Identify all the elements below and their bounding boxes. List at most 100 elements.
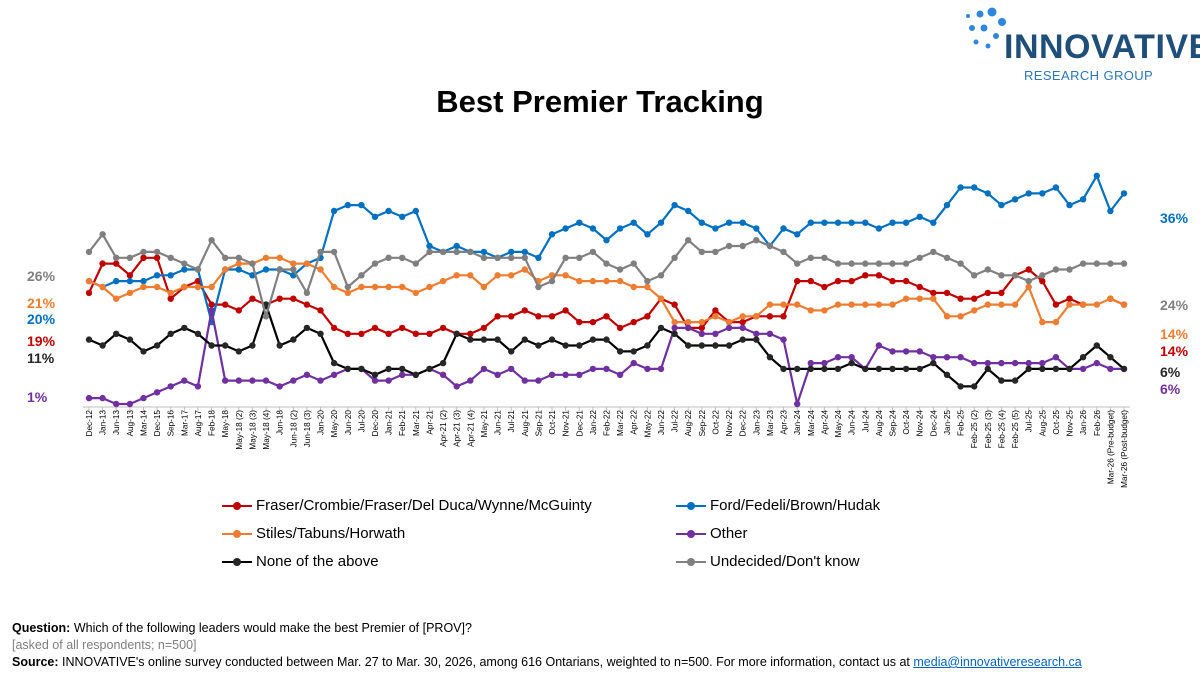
legend-swatch: [676, 502, 706, 510]
data-point: [222, 254, 229, 261]
data-point: [249, 342, 256, 349]
data-point: [1025, 365, 1032, 373]
data-point: [494, 254, 501, 261]
data-point: [657, 272, 665, 279]
data-point: [644, 231, 651, 238]
data-point: [535, 342, 542, 349]
series-1: [85, 172, 1128, 326]
data-point: [235, 254, 242, 261]
data-point: [780, 365, 787, 373]
data-point: [1025, 359, 1032, 367]
data-point: [562, 225, 569, 232]
data-point: [521, 254, 528, 261]
data-point: [889, 219, 896, 226]
data-point: [113, 330, 120, 337]
data-point: [739, 242, 746, 250]
data-point: [480, 248, 488, 256]
data-point: [562, 342, 569, 349]
data-point: [562, 371, 569, 378]
data-point: [725, 318, 733, 326]
data-point: [698, 219, 705, 226]
data-point: [998, 359, 1005, 367]
contact-email-link[interactable]: media@innovativeresearch.ca: [913, 655, 1082, 669]
data-point: [780, 313, 787, 320]
data-point: [1052, 365, 1060, 373]
data-point: [562, 307, 569, 314]
data-point: [630, 260, 637, 267]
data-point: [603, 336, 610, 343]
x-tick-label: Apr-24: [820, 410, 829, 435]
data-point: [113, 277, 120, 285]
data-point: [412, 260, 419, 267]
data-point: [344, 289, 351, 297]
data-point: [671, 330, 678, 337]
data-point: [916, 348, 923, 355]
data-point: [821, 307, 828, 314]
data-point: [603, 237, 610, 244]
data-point: [453, 248, 460, 256]
data-point: [521, 336, 528, 343]
legend-item: Fraser/Crombie/Fraser/Del Duca/Wynne/McG…: [222, 496, 592, 516]
data-point: [126, 254, 134, 261]
data-point: [317, 248, 324, 256]
x-tick-label: Sep-24: [888, 410, 897, 437]
data-point: [371, 213, 379, 220]
data-point: [589, 336, 597, 343]
data-point: [167, 254, 174, 261]
data-point: [194, 383, 202, 390]
data-point: [807, 307, 814, 314]
data-point: [1107, 260, 1114, 267]
data-point: [99, 283, 106, 291]
data-point: [753, 330, 760, 337]
x-tick-label: Feb-26: [1093, 410, 1102, 436]
x-tick-label: Dec-20: [371, 410, 380, 437]
data-point: [685, 318, 692, 326]
data-point: [330, 324, 338, 332]
series-end-label: 14%: [1160, 343, 1189, 359]
data-point: [712, 313, 719, 320]
data-point: [589, 318, 597, 326]
data-point: [794, 260, 801, 267]
data-point: [685, 207, 692, 215]
data-point: [480, 336, 488, 343]
data-point: [766, 354, 774, 361]
data-point: [1025, 277, 1032, 285]
data-point: [943, 201, 951, 209]
data-point: [794, 277, 801, 285]
data-point: [439, 324, 447, 332]
question-label: Question:: [12, 621, 71, 635]
data-point: [834, 277, 842, 285]
x-tick-label: Feb-25 (3): [984, 410, 993, 448]
data-point: [439, 248, 447, 256]
data-point: [698, 248, 705, 256]
x-tick-label: Apr-21 (3): [453, 410, 462, 447]
data-point: [739, 313, 746, 320]
data-point: [984, 365, 991, 373]
data-point: [630, 359, 637, 367]
data-point: [548, 313, 556, 320]
x-tick-label: May-18 (3): [248, 410, 257, 450]
logo-wordmark: INNOVATIVE: [1004, 28, 1200, 66]
data-point: [426, 248, 433, 256]
data-point: [916, 283, 923, 291]
chart-title: Best Premier Tracking: [436, 84, 764, 119]
data-point: [330, 283, 338, 291]
data-point: [1066, 365, 1073, 373]
data-point: [630, 219, 637, 226]
data-point: [262, 377, 270, 384]
data-point: [344, 283, 351, 291]
data-point: [930, 219, 937, 226]
series-0: [85, 254, 1128, 337]
data-point: [480, 283, 488, 291]
data-point: [330, 248, 338, 256]
data-point: [753, 313, 760, 320]
data-point: [616, 348, 624, 355]
data-point: [1093, 342, 1101, 349]
data-point: [548, 231, 556, 238]
data-point: [902, 348, 910, 355]
data-point: [862, 365, 869, 373]
data-point: [671, 254, 678, 261]
data-point: [902, 260, 910, 267]
data-point: [426, 365, 433, 373]
data-point: [1066, 266, 1073, 273]
